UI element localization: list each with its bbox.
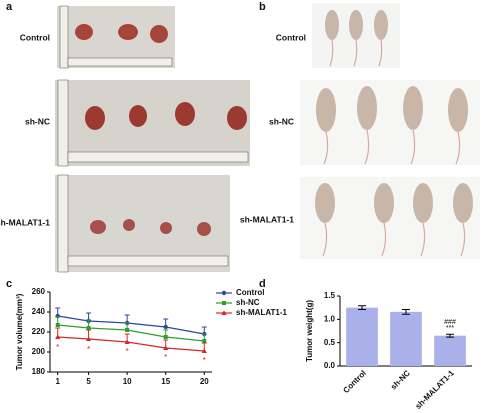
error-bar bbox=[446, 333, 454, 338]
row-label: Control bbox=[20, 32, 50, 42]
ruler bbox=[67, 255, 229, 267]
y-tick-label: 260 bbox=[32, 287, 46, 296]
point bbox=[201, 348, 207, 353]
tumor bbox=[90, 220, 106, 234]
photos bbox=[55, 3, 480, 273]
annotation: ### bbox=[444, 319, 456, 326]
row-label: sh-NC bbox=[269, 116, 294, 126]
point bbox=[124, 339, 130, 344]
tumor bbox=[118, 24, 138, 40]
y-tick-label: 220 bbox=[32, 327, 46, 336]
mice bbox=[315, 10, 473, 223]
bar bbox=[434, 335, 466, 366]
significance: * bbox=[203, 356, 206, 365]
significance: * bbox=[56, 343, 59, 352]
tumor bbox=[150, 25, 168, 43]
point bbox=[125, 328, 130, 332]
x-tick-label: 20 bbox=[200, 377, 209, 386]
y-tick-label: 0.5 bbox=[324, 338, 336, 347]
tumor bbox=[227, 106, 247, 130]
row-label: sh-NC bbox=[25, 116, 50, 126]
significance: * bbox=[164, 353, 167, 362]
ruler bbox=[59, 5, 69, 69]
point bbox=[163, 345, 169, 350]
y-axis-label: Tumor volume(mm³) bbox=[15, 293, 24, 370]
ruler bbox=[67, 151, 249, 163]
y-tick-label: 180 bbox=[32, 367, 46, 376]
panel-label: c bbox=[6, 278, 12, 290]
tumor bbox=[175, 102, 195, 126]
x-tick-label: 10 bbox=[123, 377, 132, 386]
point bbox=[85, 336, 92, 341]
tumor bbox=[197, 222, 211, 236]
panel-label: d bbox=[259, 278, 266, 290]
y-tick-label: 0.0 bbox=[324, 361, 336, 370]
y-tick-label: 1.5 bbox=[324, 291, 336, 300]
row-label: sh-MALAT1-1 bbox=[240, 214, 294, 224]
error-bar bbox=[358, 305, 366, 311]
significance: * bbox=[87, 345, 90, 354]
bar bbox=[346, 307, 378, 366]
y-tick-label: 1.0 bbox=[324, 314, 336, 323]
tumor bbox=[129, 105, 147, 127]
legend-marker bbox=[221, 310, 227, 315]
x-tick-label: sh-MALAT1-1 bbox=[414, 368, 457, 411]
point bbox=[163, 324, 168, 330]
y-tick-label: 200 bbox=[32, 347, 46, 356]
point bbox=[163, 335, 168, 339]
x-tick-label: 1 bbox=[55, 377, 60, 386]
point bbox=[55, 334, 61, 339]
legend-marker bbox=[221, 290, 227, 296]
point bbox=[86, 326, 91, 330]
x-tick-label: 15 bbox=[161, 377, 170, 386]
ruler bbox=[67, 57, 173, 67]
legend-label: sh-NC bbox=[236, 298, 260, 307]
point bbox=[202, 339, 207, 343]
panel-label: a bbox=[6, 1, 13, 13]
x-tick-label: 5 bbox=[86, 377, 91, 386]
annotation: *** bbox=[446, 325, 454, 332]
tumor bbox=[75, 24, 93, 40]
ruler bbox=[57, 174, 69, 273]
legend-label: Control bbox=[236, 288, 264, 297]
tumor bbox=[123, 219, 135, 231]
tumor bbox=[85, 106, 105, 130]
error-bar bbox=[402, 309, 410, 315]
tumor bbox=[160, 222, 172, 234]
row-label: Control bbox=[276, 32, 306, 42]
point bbox=[55, 323, 60, 327]
row-label: sh-MALAT1-1 bbox=[0, 217, 50, 227]
y-tick-label: 240 bbox=[32, 307, 46, 316]
x-tick-label: Control bbox=[341, 369, 367, 395]
ruler bbox=[57, 79, 69, 167]
panel-label: b bbox=[259, 1, 266, 13]
legend-label: sh-MALAT1-1 bbox=[236, 308, 288, 317]
bar bbox=[390, 311, 422, 366]
x-tick-label: sh-NC bbox=[389, 368, 412, 391]
y-axis-label: Tumor weight(g) bbox=[305, 300, 314, 362]
tails bbox=[322, 39, 466, 257]
legend-marker bbox=[222, 301, 226, 305]
significance: * bbox=[126, 347, 129, 356]
